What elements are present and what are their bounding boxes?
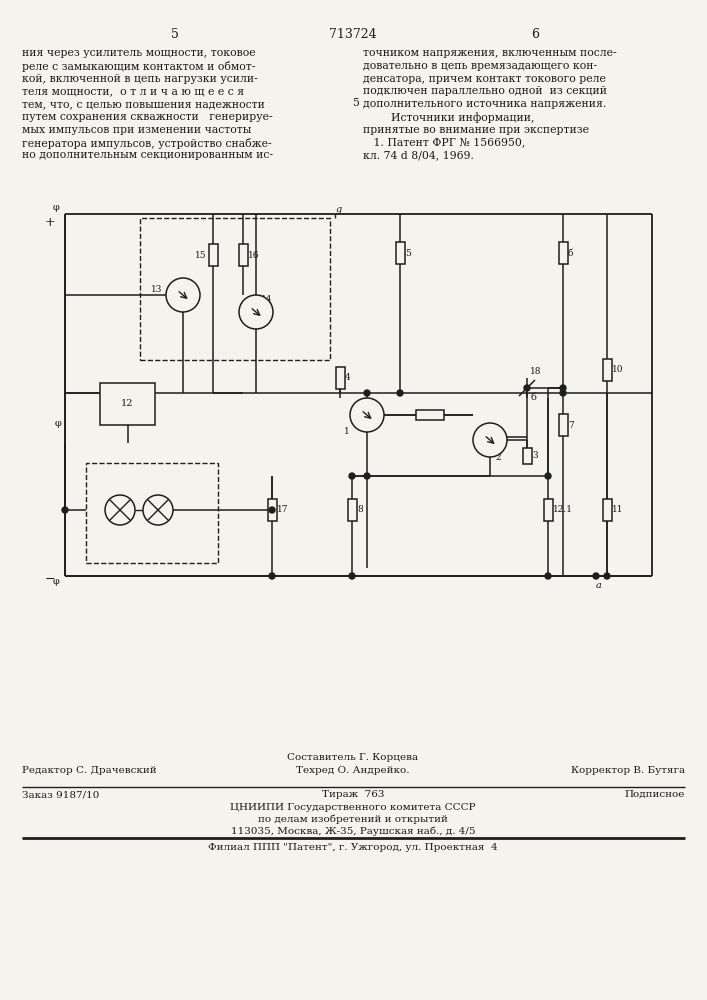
Text: ния через усилитель мощности, токовое: ния через усилитель мощности, токовое	[22, 48, 256, 58]
Bar	[86, 463, 218, 563]
Text: a: a	[596, 581, 602, 590]
Bar	[395, 242, 404, 264]
Circle shape	[397, 390, 403, 396]
Circle shape	[105, 495, 135, 525]
Text: 18: 18	[530, 367, 542, 376]
Circle shape	[524, 385, 530, 391]
Text: 10: 10	[612, 365, 624, 374]
Circle shape	[560, 385, 566, 391]
Text: 17: 17	[277, 506, 288, 514]
Text: 6: 6	[531, 28, 539, 41]
Text: 3: 3	[532, 452, 537, 460]
Bar	[416, 410, 444, 420]
Text: подключен параллельно одной  из секций: подключен параллельно одной из секций	[363, 86, 607, 96]
Text: теля мощности,  о т л и ч а ю щ е е с я: теля мощности, о т л и ч а ю щ е е с я	[22, 86, 244, 96]
Text: 11: 11	[612, 506, 624, 514]
Circle shape	[545, 573, 551, 579]
Text: 12.1: 12.1	[553, 506, 573, 514]
Circle shape	[269, 507, 275, 513]
Text: Заказ 9187/10: Заказ 9187/10	[22, 790, 100, 799]
Text: принятые во внимание при экспертизе: принятые во внимание при экспертизе	[363, 125, 589, 135]
Text: мых импульсов при изменении частоты: мых импульсов при изменении частоты	[22, 125, 252, 135]
Text: φ: φ	[54, 418, 62, 428]
Text: 16: 16	[248, 250, 259, 259]
Circle shape	[239, 295, 273, 329]
Text: 15: 15	[195, 250, 206, 259]
Text: дополнительного источника напряжения.: дополнительного источника напряжения.	[363, 99, 606, 109]
Bar	[544, 499, 552, 521]
Bar	[238, 244, 247, 266]
Text: б: б	[568, 248, 573, 257]
Text: 113035, Москва, Ж-35, Раушская наб., д. 4/5: 113035, Москва, Ж-35, Раушская наб., д. …	[230, 827, 475, 836]
Text: 2: 2	[495, 452, 501, 462]
Text: Филиал ППП "Патент", г. Ужгород, ул. Проектная  4: Филиал ППП "Патент", г. Ужгород, ул. Про…	[208, 843, 498, 852]
Bar	[348, 499, 356, 521]
Text: точником напряжения, включенным после-: точником напряжения, включенным после-	[363, 48, 617, 58]
Text: довательно в цепь времязадающего кон-: довательно в цепь времязадающего кон-	[363, 61, 597, 71]
Text: Редактор С. Драчевский: Редактор С. Драчевский	[22, 766, 157, 775]
Text: б: б	[530, 393, 536, 402]
Circle shape	[364, 473, 370, 479]
Text: φ: φ	[52, 577, 59, 586]
Bar	[100, 383, 155, 425]
Text: +: +	[45, 216, 55, 229]
Text: 13: 13	[151, 284, 163, 294]
Bar	[522, 448, 532, 464]
Text: ЦНИИПИ Государственного комитета СССР: ЦНИИПИ Государственного комитета СССР	[230, 803, 476, 812]
Circle shape	[604, 573, 610, 579]
Text: Подписное: Подписное	[624, 790, 685, 799]
Text: 4: 4	[345, 373, 351, 382]
Circle shape	[560, 390, 566, 396]
Text: 7: 7	[568, 420, 574, 430]
Text: 14: 14	[261, 296, 272, 304]
Text: 5: 5	[171, 28, 179, 41]
Text: по делам изобретений и открытий: по делам изобретений и открытий	[258, 815, 448, 824]
Text: путем сохранения скважности   генерируе-: путем сохранения скважности генерируе-	[22, 112, 273, 122]
Circle shape	[62, 507, 68, 513]
Text: кой, включенной в цепь нагрузки усили-: кой, включенной в цепь нагрузки усили-	[22, 74, 258, 84]
Text: Источники информации,: Источники информации,	[363, 112, 534, 123]
Text: Составитель Г. Корцева: Составитель Г. Корцева	[288, 753, 419, 762]
Text: 12: 12	[121, 399, 134, 408]
Text: 1. Патент ФРГ № 1566950,: 1. Патент ФРГ № 1566950,	[363, 138, 525, 148]
Circle shape	[269, 573, 275, 579]
Circle shape	[593, 573, 599, 579]
Text: φ: φ	[52, 203, 59, 212]
Text: генератора импульсов, устройство снабже-: генератора импульсов, устройство снабже-	[22, 138, 271, 149]
Text: денсатора, причем контакт токового реле: денсатора, причем контакт токового реле	[363, 74, 606, 84]
Text: 8: 8	[357, 506, 363, 514]
Bar	[602, 359, 612, 381]
Bar	[336, 367, 344, 389]
Circle shape	[364, 390, 370, 396]
Text: Тираж  763: Тираж 763	[322, 790, 384, 799]
Circle shape	[350, 398, 384, 432]
Circle shape	[166, 278, 200, 312]
Circle shape	[545, 473, 551, 479]
Bar	[559, 242, 568, 264]
Bar	[602, 499, 612, 521]
Bar	[140, 218, 330, 360]
Text: 5: 5	[353, 98, 359, 108]
Circle shape	[349, 473, 355, 479]
Text: реле с замыкающим контактом и обмот-: реле с замыкающим контактом и обмот-	[22, 61, 255, 72]
Text: 1: 1	[344, 428, 350, 436]
Text: 5: 5	[405, 248, 411, 257]
Text: 713724: 713724	[329, 28, 377, 41]
Text: g: g	[336, 205, 342, 214]
Circle shape	[473, 423, 507, 457]
Text: −: −	[45, 572, 55, 585]
Text: но дополнительным секционированным ис-: но дополнительным секционированным ис-	[22, 150, 273, 160]
Text: тем, что, с целью повышения надежности: тем, что, с целью повышения надежности	[22, 99, 265, 109]
Bar	[559, 414, 568, 436]
Bar	[267, 499, 276, 521]
Text: кл. 74 d 8/04, 1969.: кл. 74 d 8/04, 1969.	[363, 150, 474, 160]
Text: Техред О. Андрейко.: Техред О. Андрейко.	[296, 766, 410, 775]
Circle shape	[143, 495, 173, 525]
Text: Корректор В. Бутяга: Корректор В. Бутяга	[571, 766, 685, 775]
Bar	[209, 244, 218, 266]
Circle shape	[349, 573, 355, 579]
